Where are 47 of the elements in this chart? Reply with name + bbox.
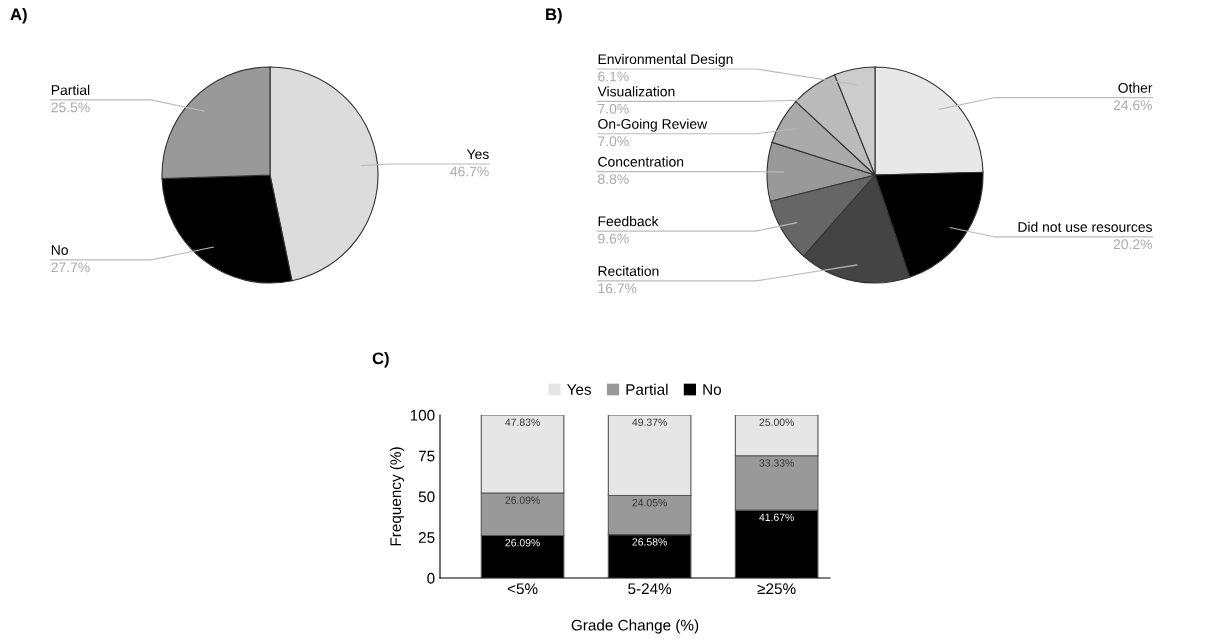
data-label: 24.6% [1113, 100, 1152, 111]
slice-label: Concentration [598, 156, 684, 167]
slice-label: Yes [466, 149, 489, 160]
data-label: 20.2% [1113, 239, 1152, 250]
data-label: 33.33% [759, 459, 794, 467]
data-label: 41.67% [759, 513, 794, 521]
data-label: 49.37% [632, 418, 667, 426]
data-label: 16.7% [598, 283, 637, 294]
x-tick-label: 5-24% [628, 583, 672, 595]
slice-label: Did not use resources [1018, 221, 1152, 232]
data-label: 6.1% [598, 71, 629, 82]
chart-title: C) [372, 352, 389, 368]
slice-label: On-Going Review [598, 118, 708, 132]
slice-label: Partial [51, 84, 90, 95]
data-label: 26.09% [505, 496, 540, 504]
chart-title: B) [546, 8, 562, 24]
data-label: 7.0% [598, 103, 629, 114]
data-label: 7.0% [598, 136, 629, 147]
x-tick-label: ≥25% [757, 583, 796, 595]
slice-label: Other [1118, 82, 1153, 93]
data-label: 25.5% [51, 102, 90, 113]
x-tick-label: <5% [507, 583, 538, 595]
data-label: 27.7% [51, 262, 90, 273]
legend-label: Yes [567, 384, 592, 395]
data-label: 47.83% [505, 418, 540, 426]
data-label: 8.8% [598, 174, 629, 184]
data-label: 25.00% [759, 418, 794, 426]
y-tick-label: 50 [418, 491, 435, 503]
slice-label: Recitation [598, 265, 659, 276]
legend-label: Partial [626, 383, 668, 395]
slice-label: No [51, 245, 68, 255]
data-label: 26.58% [632, 538, 667, 546]
y-tick-label: 75 [418, 450, 435, 462]
slice-label: Feedback [598, 216, 659, 227]
x-axis-title: Grade Change (%) [571, 619, 699, 634]
y-tick-label: 100 [410, 409, 435, 421]
chart-title: A) [10, 8, 27, 24]
data-label: 9.6% [598, 233, 629, 244]
data-label: 24.05% [632, 499, 667, 507]
data-label: 26.09% [505, 539, 540, 547]
y-tick-label: 25 [418, 532, 435, 543]
slice-label: Environmental Design [598, 53, 733, 67]
data-label: 46.7% [450, 166, 489, 177]
slice-label: Visualization [597, 86, 675, 97]
y-axis-title: Frequency (%) [389, 447, 405, 546]
y-tick-label: 0 [427, 572, 435, 584]
legend-label: No [703, 384, 722, 395]
